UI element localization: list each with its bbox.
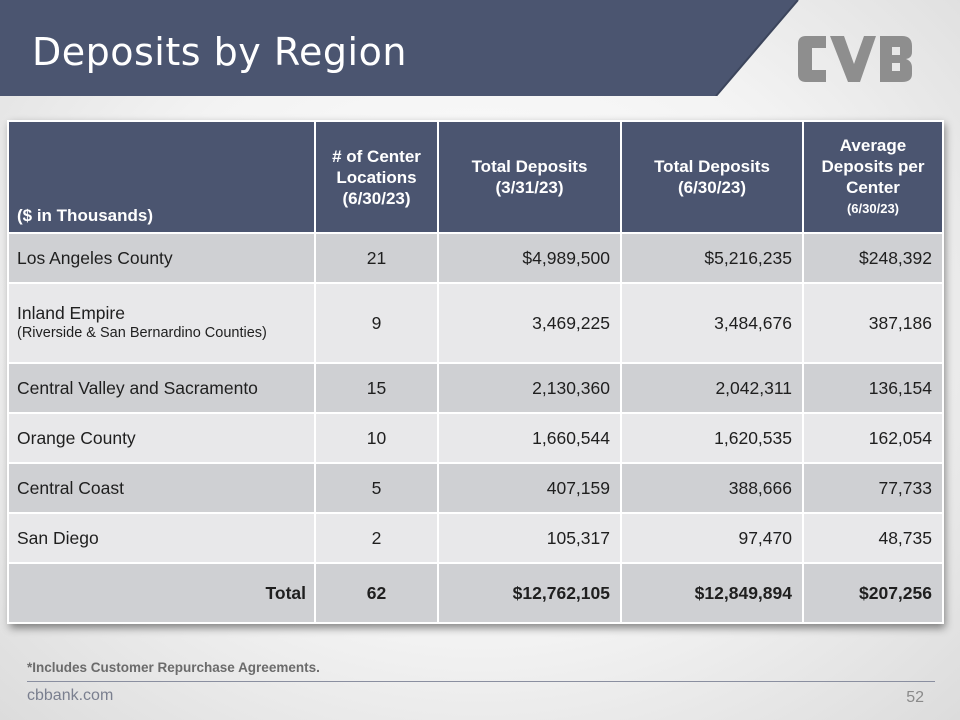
total-label: Total [7,562,316,624]
column-header-average-label: Average Deposits per Center [821,136,925,197]
deposits-q2-cell: $5,216,235 [620,232,804,284]
region-cell: Central Coast [7,462,316,514]
column-header-deposits-q2: Total Deposits (6/30/23) [620,120,804,234]
deposits-q1-cell: 3,469,225 [437,282,622,364]
deposits-q2-cell: 97,470 [620,512,804,564]
table-header-row: ($ in Thousands) # of Center Locations (… [7,120,944,234]
deposits-q1-cell: 1,660,544 [437,412,622,464]
title-banner: Deposits by Region [0,0,960,96]
table-row: Orange County 10 1,660,544 1,620,535 162… [7,412,944,464]
region-subtitle: (Riverside & San Bernardino Counties) [17,325,267,341]
footnote: *Includes Customer Repurchase Agreements… [27,660,320,675]
deposits-q1-cell: $4,989,500 [437,232,622,284]
column-header-average-sub: (6/30/23) [846,201,900,216]
average-cell: 48,735 [802,512,944,564]
region-cell: Orange County [7,412,316,464]
region-name: Inland Empire [17,303,125,323]
region-cell: Los Angeles County [7,232,316,284]
page-title: Deposits by Region [32,30,407,74]
column-header-deposits-q1: Total Deposits (3/31/23) [437,120,622,234]
column-header-average: Average Deposits per Center (6/30/23) [802,120,944,234]
deposits-q2-cell: 3,484,676 [620,282,804,364]
region-cell: San Diego [7,512,316,564]
deposits-q2-cell: 2,042,311 [620,362,804,414]
page-number: 52 [906,689,924,706]
deposits-q1-cell: 2,130,360 [437,362,622,414]
table-row: Inland Empire (Riverside & San Bernardin… [7,282,944,364]
table-row: Central Valley and Sacramento 15 2,130,3… [7,362,944,414]
average-cell: 77,733 [802,462,944,514]
footer-website: cbbank.com [27,687,114,704]
column-header-centers: # of Center Locations (6/30/23) [314,120,439,234]
table-row: Central Coast 5 407,159 388,666 77,733 [7,462,944,514]
centers-cell: 15 [314,362,439,414]
average-cell: $248,392 [802,232,944,284]
total-row: Total 62 $12,762,105 $12,849,894 $207,25… [7,562,944,624]
deposits-q2-cell: 1,620,535 [620,412,804,464]
average-cell: 162,054 [802,412,944,464]
total-deposits-q1-cell: $12,762,105 [437,562,622,624]
region-cell: Inland Empire (Riverside & San Bernardin… [7,282,316,364]
table-row: San Diego 2 105,317 97,470 48,735 [7,512,944,564]
region-cell: Central Valley and Sacramento [7,362,316,414]
title-banner-shape [0,0,799,96]
total-centers-cell: 62 [314,562,439,624]
centers-cell: 9 [314,282,439,364]
centers-cell: 2 [314,512,439,564]
total-average-cell: $207,256 [802,562,944,624]
column-header-region: ($ in Thousands) [7,120,316,234]
cvb-logo-icon [798,36,912,82]
deposits-table: ($ in Thousands) # of Center Locations (… [7,120,944,624]
deposits-q1-cell: 105,317 [437,512,622,564]
deposits-q1-cell: 407,159 [437,462,622,514]
average-cell: 387,186 [802,282,944,364]
average-cell: 136,154 [802,362,944,414]
centers-cell: 5 [314,462,439,514]
table-row: Los Angeles County 21 $4,989,500 $5,216,… [7,232,944,284]
deposits-q2-cell: 388,666 [620,462,804,514]
total-deposits-q2-cell: $12,849,894 [620,562,804,624]
centers-cell: 21 [314,232,439,284]
centers-cell: 10 [314,412,439,464]
footer-divider [27,681,935,682]
